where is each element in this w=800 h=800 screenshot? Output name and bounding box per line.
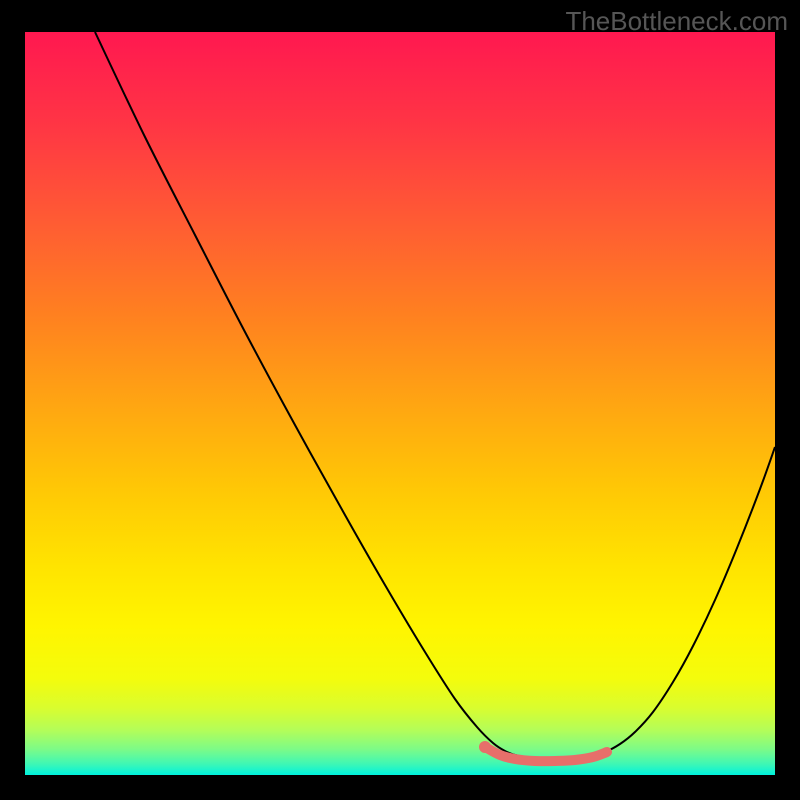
- plot-background: [25, 32, 775, 775]
- watermark-text: TheBottleneck.com: [565, 6, 788, 37]
- chart-frame: TheBottleneck.com: [0, 0, 800, 800]
- highlight-start-marker: [479, 741, 491, 753]
- bottleneck-plot: [25, 32, 775, 775]
